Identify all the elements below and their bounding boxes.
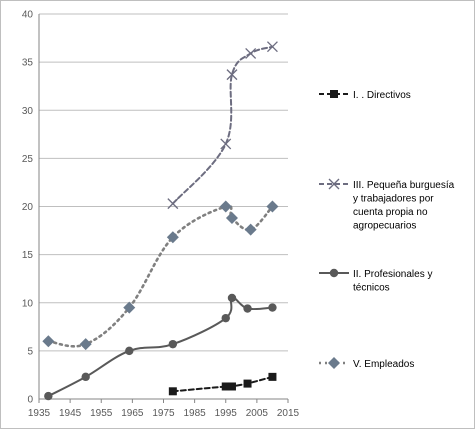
- data-point-series-4: [225, 212, 238, 225]
- tick-labels: 0 5 10 15 20 25 30 35 40 1935 1945 1955 1965 1975 1985…: [22, 10, 300, 420]
- x-tick-label: 1995: [215, 408, 238, 419]
- data-point-series-4: [166, 231, 179, 244]
- x-tick-label: 1985: [184, 408, 207, 419]
- data-point-series-2: [245, 48, 257, 59]
- data-point-series-4: [266, 200, 279, 213]
- series-line-4: [47, 204, 274, 348]
- series-line-3: [47, 296, 274, 398]
- legend-marker: [329, 268, 339, 278]
- y-tick-label: 35: [22, 58, 34, 69]
- marker-x-stroke: [266, 41, 278, 53]
- data-point-series-2: [266, 41, 278, 53]
- y-tick-label: 15: [22, 250, 34, 261]
- legend-label: cuenta propia no: [353, 207, 428, 218]
- legend-entry-4: V. Empleados: [319, 357, 414, 370]
- data-point-series-2: [226, 69, 238, 81]
- x-tick-label: 1935: [28, 408, 51, 419]
- legend-marker: [330, 90, 338, 98]
- x-tick-label: 1955: [90, 408, 113, 419]
- legend-label: II. Profesionales y: [353, 269, 432, 280]
- data-point-series-3: [243, 304, 252, 313]
- data-point-series-1: [268, 372, 277, 381]
- data-point-series-4: [219, 200, 232, 213]
- data-point-series-3: [227, 293, 237, 303]
- legend-entry-2: III. Pequeña burguesía y trabajadores por…: [319, 178, 455, 232]
- marker-x-stroke: [245, 48, 257, 59]
- data-point-series-4: [123, 301, 136, 314]
- data-point-series-4: [79, 338, 92, 351]
- series-markers: [42, 41, 279, 401]
- data-point-series-3: [221, 313, 230, 323]
- gridlines: [39, 13, 288, 352]
- legend-label: y trabajadores por: [353, 194, 434, 205]
- marker-x-stroke: [167, 198, 179, 210]
- legend-label: I. . Directivos: [353, 90, 411, 101]
- legend-label: III. Pequeña burguesía: [353, 180, 455, 191]
- legend-label: V. Empleados: [353, 359, 414, 370]
- legend-label: agropecuarios: [353, 221, 416, 232]
- x-tick-label: 2005: [246, 408, 269, 419]
- data-point-series-1: [227, 382, 236, 391]
- x-tick-label: 1965: [121, 408, 144, 419]
- x-tick-label: 2015: [277, 408, 300, 419]
- x-tick-label: 1975: [152, 408, 175, 419]
- data-point-series-4: [42, 335, 55, 348]
- data-point-series-1: [168, 387, 177, 396]
- y-tick-label: 10: [22, 298, 34, 309]
- y-tick-label: 20: [22, 202, 34, 213]
- data-point-series-1: [243, 379, 252, 388]
- marker-x-stroke: [220, 138, 232, 150]
- axes: [38, 14, 289, 403]
- data-point-series-3: [268, 303, 277, 312]
- data-point-series-2: [167, 198, 179, 210]
- data-point-series-2: [220, 138, 232, 150]
- data-point-series-3: [44, 391, 53, 401]
- y-tick-label: 40: [22, 10, 34, 21]
- marker-x-stroke: [328, 178, 340, 190]
- marker-x-stroke: [226, 69, 238, 81]
- legend-entry-1: I. . Directivos: [319, 90, 411, 101]
- legend-entry-3: II. Profesionales y técnicos: [319, 268, 432, 294]
- y-tick-label: 25: [22, 154, 34, 165]
- data-point-series-3: [125, 346, 134, 356]
- legend: I. . Directivos III. Pequeña burguesía y t…: [319, 90, 455, 370]
- x-tick-label: 1945: [59, 408, 82, 419]
- legend-marker: [328, 178, 340, 190]
- y-tick-label: 5: [27, 346, 33, 357]
- data-point-series-1: [221, 382, 230, 391]
- y-tick-label: 30: [22, 106, 34, 117]
- y-tick-label: 0: [27, 395, 33, 406]
- series-line-2: [171, 45, 274, 205]
- data-point-series-3: [81, 372, 90, 382]
- legend-marker: [328, 357, 340, 369]
- data-point-series-3: [168, 339, 178, 349]
- legend-label: técnicos: [353, 283, 390, 294]
- data-point-series-4: [244, 223, 257, 236]
